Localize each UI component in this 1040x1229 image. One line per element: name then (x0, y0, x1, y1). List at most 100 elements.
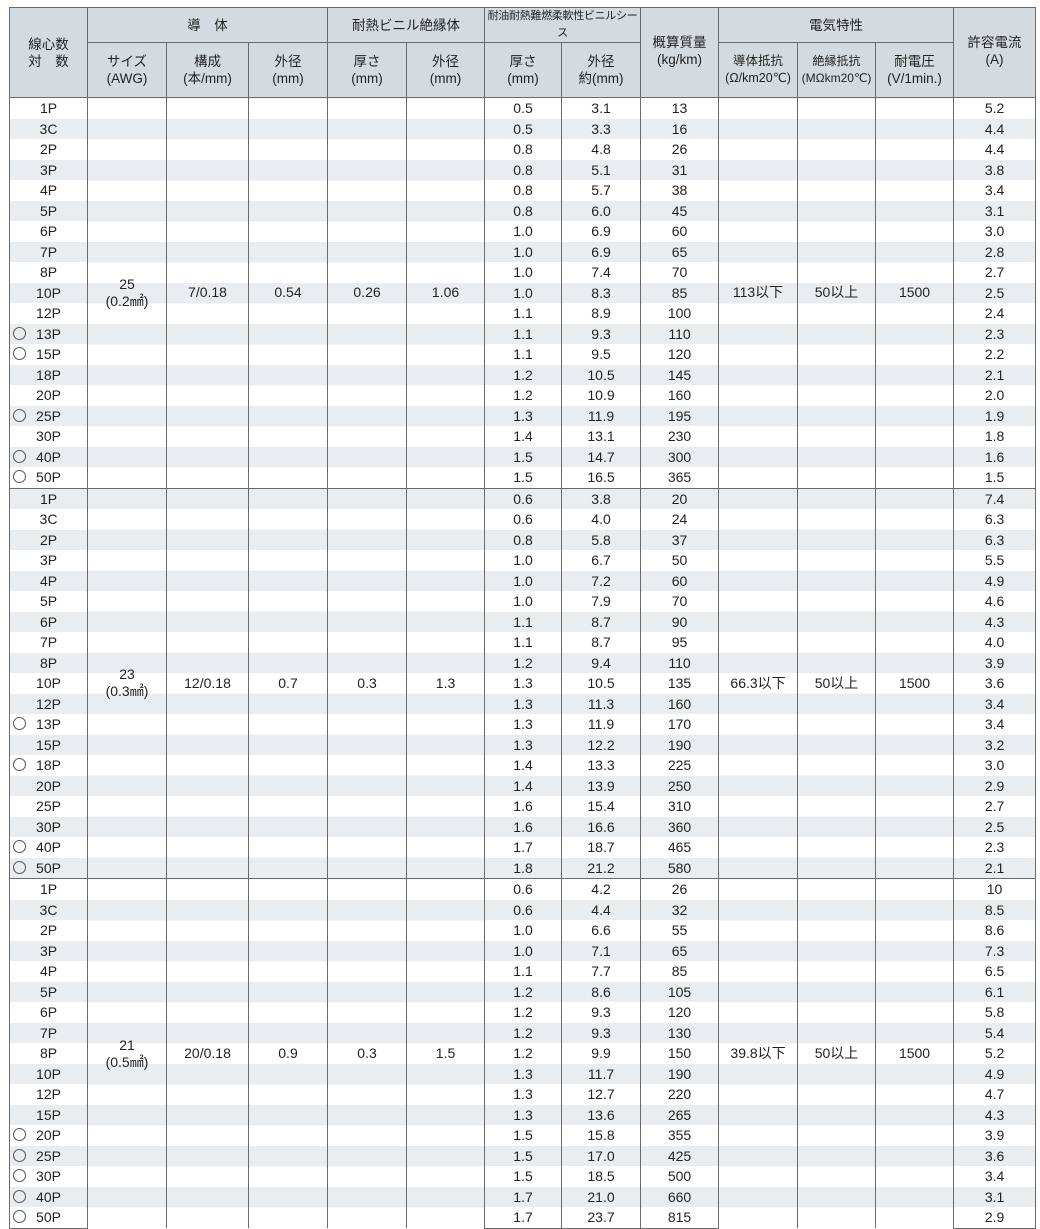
allowable-current-cell: 2.8 (953, 241, 1037, 262)
mass-cell: 55 (640, 920, 720, 941)
core-count: 12P (36, 695, 61, 712)
mass-cell: 45 (640, 200, 720, 221)
header-electrical: 電気特性 (718, 7, 955, 43)
mass-cell: 660 (640, 1186, 720, 1207)
mass-cell: 310 (640, 796, 720, 817)
core-count: 25P (36, 1147, 61, 1164)
core-count-cell: 10P (9, 282, 88, 303)
core-count-cell: 13P (9, 323, 88, 344)
allowable-current-cell: 5.8 (953, 1002, 1037, 1023)
allowable-current-cell: 2.7 (953, 262, 1037, 283)
sheath-thickness-cell: 1.0 (484, 262, 563, 283)
core-count: 30P (36, 1168, 61, 1185)
circle-mark-icon (13, 758, 26, 771)
sheath-od-cell: 12.7 (561, 1084, 642, 1105)
table-row: 8P 1.2 9.9 150 5.2 (9, 1043, 1037, 1064)
conductor-resistance-cell-text: 39.8以下 (730, 1045, 786, 1061)
core-count-cell: 40P (9, 1186, 88, 1207)
core-count: 2P (39, 531, 58, 548)
sheath-thickness-cell: 1.1 (484, 961, 563, 982)
conductor-od-cell-text: 0.9 (278, 1045, 298, 1061)
core-count-cell: 12P (9, 303, 88, 324)
sheath-thickness-cell: 1.1 (484, 303, 563, 324)
mass-cell: 500 (640, 1166, 720, 1187)
sheath-thickness-cell: 1.5 (484, 1166, 563, 1187)
conductor-resistance-cell-text: 113以下 (732, 284, 784, 301)
sheath-thickness-cell: 1.3 (484, 693, 563, 714)
core-count: 1P (39, 490, 58, 507)
awg-size-cell-text: 21 (119, 1036, 135, 1053)
core-count: 3C (39, 511, 58, 528)
header-insulation-resistance: 絶縁抵抗 (MΩkm20℃) (797, 42, 877, 98)
sheath-thickness-cell: 1.5 (484, 467, 563, 488)
sheath-thickness-cell: 1.3 (484, 405, 563, 426)
core-count-cell: 18P (9, 755, 88, 776)
mass-cell: 150 (640, 1043, 720, 1064)
table-row: 20P 1.2 10.9 160 2.0 (9, 385, 1037, 406)
mass-cell: 26 (640, 878, 720, 900)
allowable-current-cell: 4.6 (953, 591, 1037, 612)
sheath-thickness-cell: 1.5 (484, 1125, 563, 1146)
table-row: 15P 1.1 9.5 120 2.2 (9, 344, 1037, 365)
sheath-thickness-cell: 1.2 (484, 385, 563, 406)
table-row: 12P 1.3 12.7 220 4.7 (9, 1084, 1037, 1105)
core-count-cell: 20P (9, 775, 88, 796)
allowable-current-cell: 5.4 (953, 1022, 1037, 1043)
core-count-cell: 3P (9, 159, 88, 180)
allowable-current-cell: 3.2 (953, 734, 1037, 755)
sheath-od-cell: 3.8 (561, 487, 642, 509)
sheath-thickness-cell: 1.2 (484, 981, 563, 1002)
mass-cell: 815 (640, 1207, 720, 1229)
insulation-thickness-cell-text: 0.3 (357, 674, 377, 691)
core-count-cell: 12P (9, 693, 88, 714)
core-count: 15P (36, 736, 61, 753)
header-sheath-od: 外径 約(mm) (561, 42, 642, 98)
core-count-cell: 50P (9, 1207, 88, 1229)
allowable-current-cell: 6.3 (953, 509, 1037, 530)
sheath-thickness-cell: 1.1 (484, 344, 563, 365)
allowable-current-cell: 6.5 (953, 961, 1037, 982)
table-row: 50P 1.7 23.7 815 2.9 (9, 1207, 1037, 1229)
core-count: 5P (39, 593, 58, 610)
sheath-od-cell: 6.0 (561, 200, 642, 221)
allowable-current-cell: 2.9 (953, 1207, 1037, 1229)
core-count: 1P (39, 881, 58, 898)
sheath-thickness-cell: 1.7 (484, 1186, 563, 1207)
sheath-thickness-cell: 1.0 (484, 570, 563, 591)
table-row: 2P 1.0 6.6 55 8.6 (9, 920, 1037, 941)
sheath-od-cell: 12.2 (561, 734, 642, 755)
core-count: 25P (36, 407, 61, 424)
circle-mark-icon (13, 840, 26, 853)
core-count-cell: 10P (9, 1063, 88, 1084)
core-count: 3P (39, 552, 58, 569)
core-count: 25P (36, 798, 61, 815)
sheath-od-cell: 6.6 (561, 920, 642, 941)
mass-cell: 65 (640, 241, 720, 262)
table-row: 10P 1.0 8.3 85 2.5 (9, 282, 1037, 303)
core-count-cell: 6P (9, 1002, 88, 1023)
table-row: 15P 1.3 13.6 265 4.3 (9, 1104, 1037, 1125)
mass-cell: 300 (640, 446, 720, 467)
allowable-current-cell: 1.6 (953, 446, 1037, 467)
core-count: 10P (36, 1065, 61, 1082)
insulation-resistance-cell-text: 50以上 (814, 284, 859, 301)
allowable-current-cell: 3.0 (953, 221, 1037, 242)
awg-size-cell-text: 23 (119, 666, 135, 683)
allowable-current-cell: 1.8 (953, 426, 1037, 447)
core-count-cell: 50P (9, 857, 88, 879)
core-count-cell: 13P (9, 714, 88, 735)
allowable-current-cell: 8.6 (953, 920, 1037, 941)
core-count-cell: 4P (9, 961, 88, 982)
sheath-od-cell: 8.7 (561, 632, 642, 653)
core-count: 18P (36, 366, 61, 383)
table-row: 50P 1.5 16.5 365 1.5 (9, 467, 1037, 488)
table-row: 2P 0.8 5.8 37 6.3 (9, 529, 1037, 550)
core-count: 1P (39, 100, 58, 117)
circle-mark-icon (13, 1189, 26, 1203)
header-sheath: 耐油耐熱難燃柔軟性ビニルシース (484, 7, 642, 43)
core-count: 4P (39, 182, 58, 199)
header-sheath-thickness: 厚さ (mm) (484, 42, 563, 98)
core-count-cell: 2P (9, 529, 88, 550)
conductor-od-cell-text: 0.54 (274, 284, 302, 301)
allowable-current-cell: 2.3 (953, 323, 1037, 344)
